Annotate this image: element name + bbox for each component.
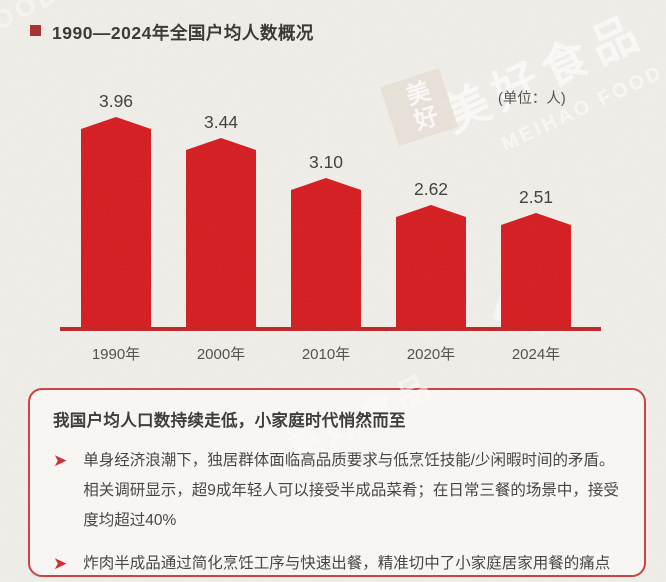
x-axis-tick-label: 2000年 [196,346,246,363]
header: 1990—2024年全国户均人数概况 [30,20,314,45]
x-axis-line [60,327,601,331]
bar [291,178,361,327]
bar-value-label: 2.51 [518,187,554,207]
bar [186,138,256,327]
info-box-title: 我国户均人口数持续走低，小家庭时代悄然而至 [53,412,406,430]
x-axis-tick-label: 2024年 [511,346,561,363]
bar [81,117,151,327]
arrow-bullet-icon: ➤ [53,451,68,470]
page-title: 1990—2024年全国户均人数概况 [52,23,314,43]
list-item: ➤ 炸肉半成品通过简化烹饪工序与快速出餐，精准切中了小家庭居家用餐的痛点 [53,549,624,579]
bar-value-label: 3.96 [98,91,134,111]
x-axis-tick-label: 1990年 [91,346,141,363]
bar-value-label: 2.62 [413,179,449,199]
summary-info-box: 美好食品 我国户均人口数持续走低，小家庭时代悄然而至 ➤ 单身经济浪潮下，独居群… [28,367,646,579]
arrow-bullet-icon: ➤ [53,554,68,573]
bar [501,213,571,327]
bullet-text: 单身经济浪潮下，独居群体面临高品质要求与低烹饪技能/少闲暇时间的矛盾。相关调研显… [83,452,619,529]
x-axis-tick-label: 2010年 [301,346,351,363]
bar-value-label: 3.44 [203,112,239,132]
chart-unit-label: (单位：人) [498,91,566,107]
bullet-text: 炸肉半成品通过简化烹饪工序与快速出餐，精准切中了小家庭居家用餐的痛点 [83,555,611,572]
list-item: ➤ 单身经济浪潮下，独居群体面临高品质要求与低烹饪技能/少闲暇时间的矛盾。相关调… [53,446,624,536]
bar-value-label: 3.10 [308,152,344,172]
title-square-bullet [30,25,41,36]
info-box-content: 我国户均人口数持续走低，小家庭时代悄然而至 ➤ 单身经济浪潮下，独居群体面临高品… [30,390,644,579]
bar [396,205,466,327]
